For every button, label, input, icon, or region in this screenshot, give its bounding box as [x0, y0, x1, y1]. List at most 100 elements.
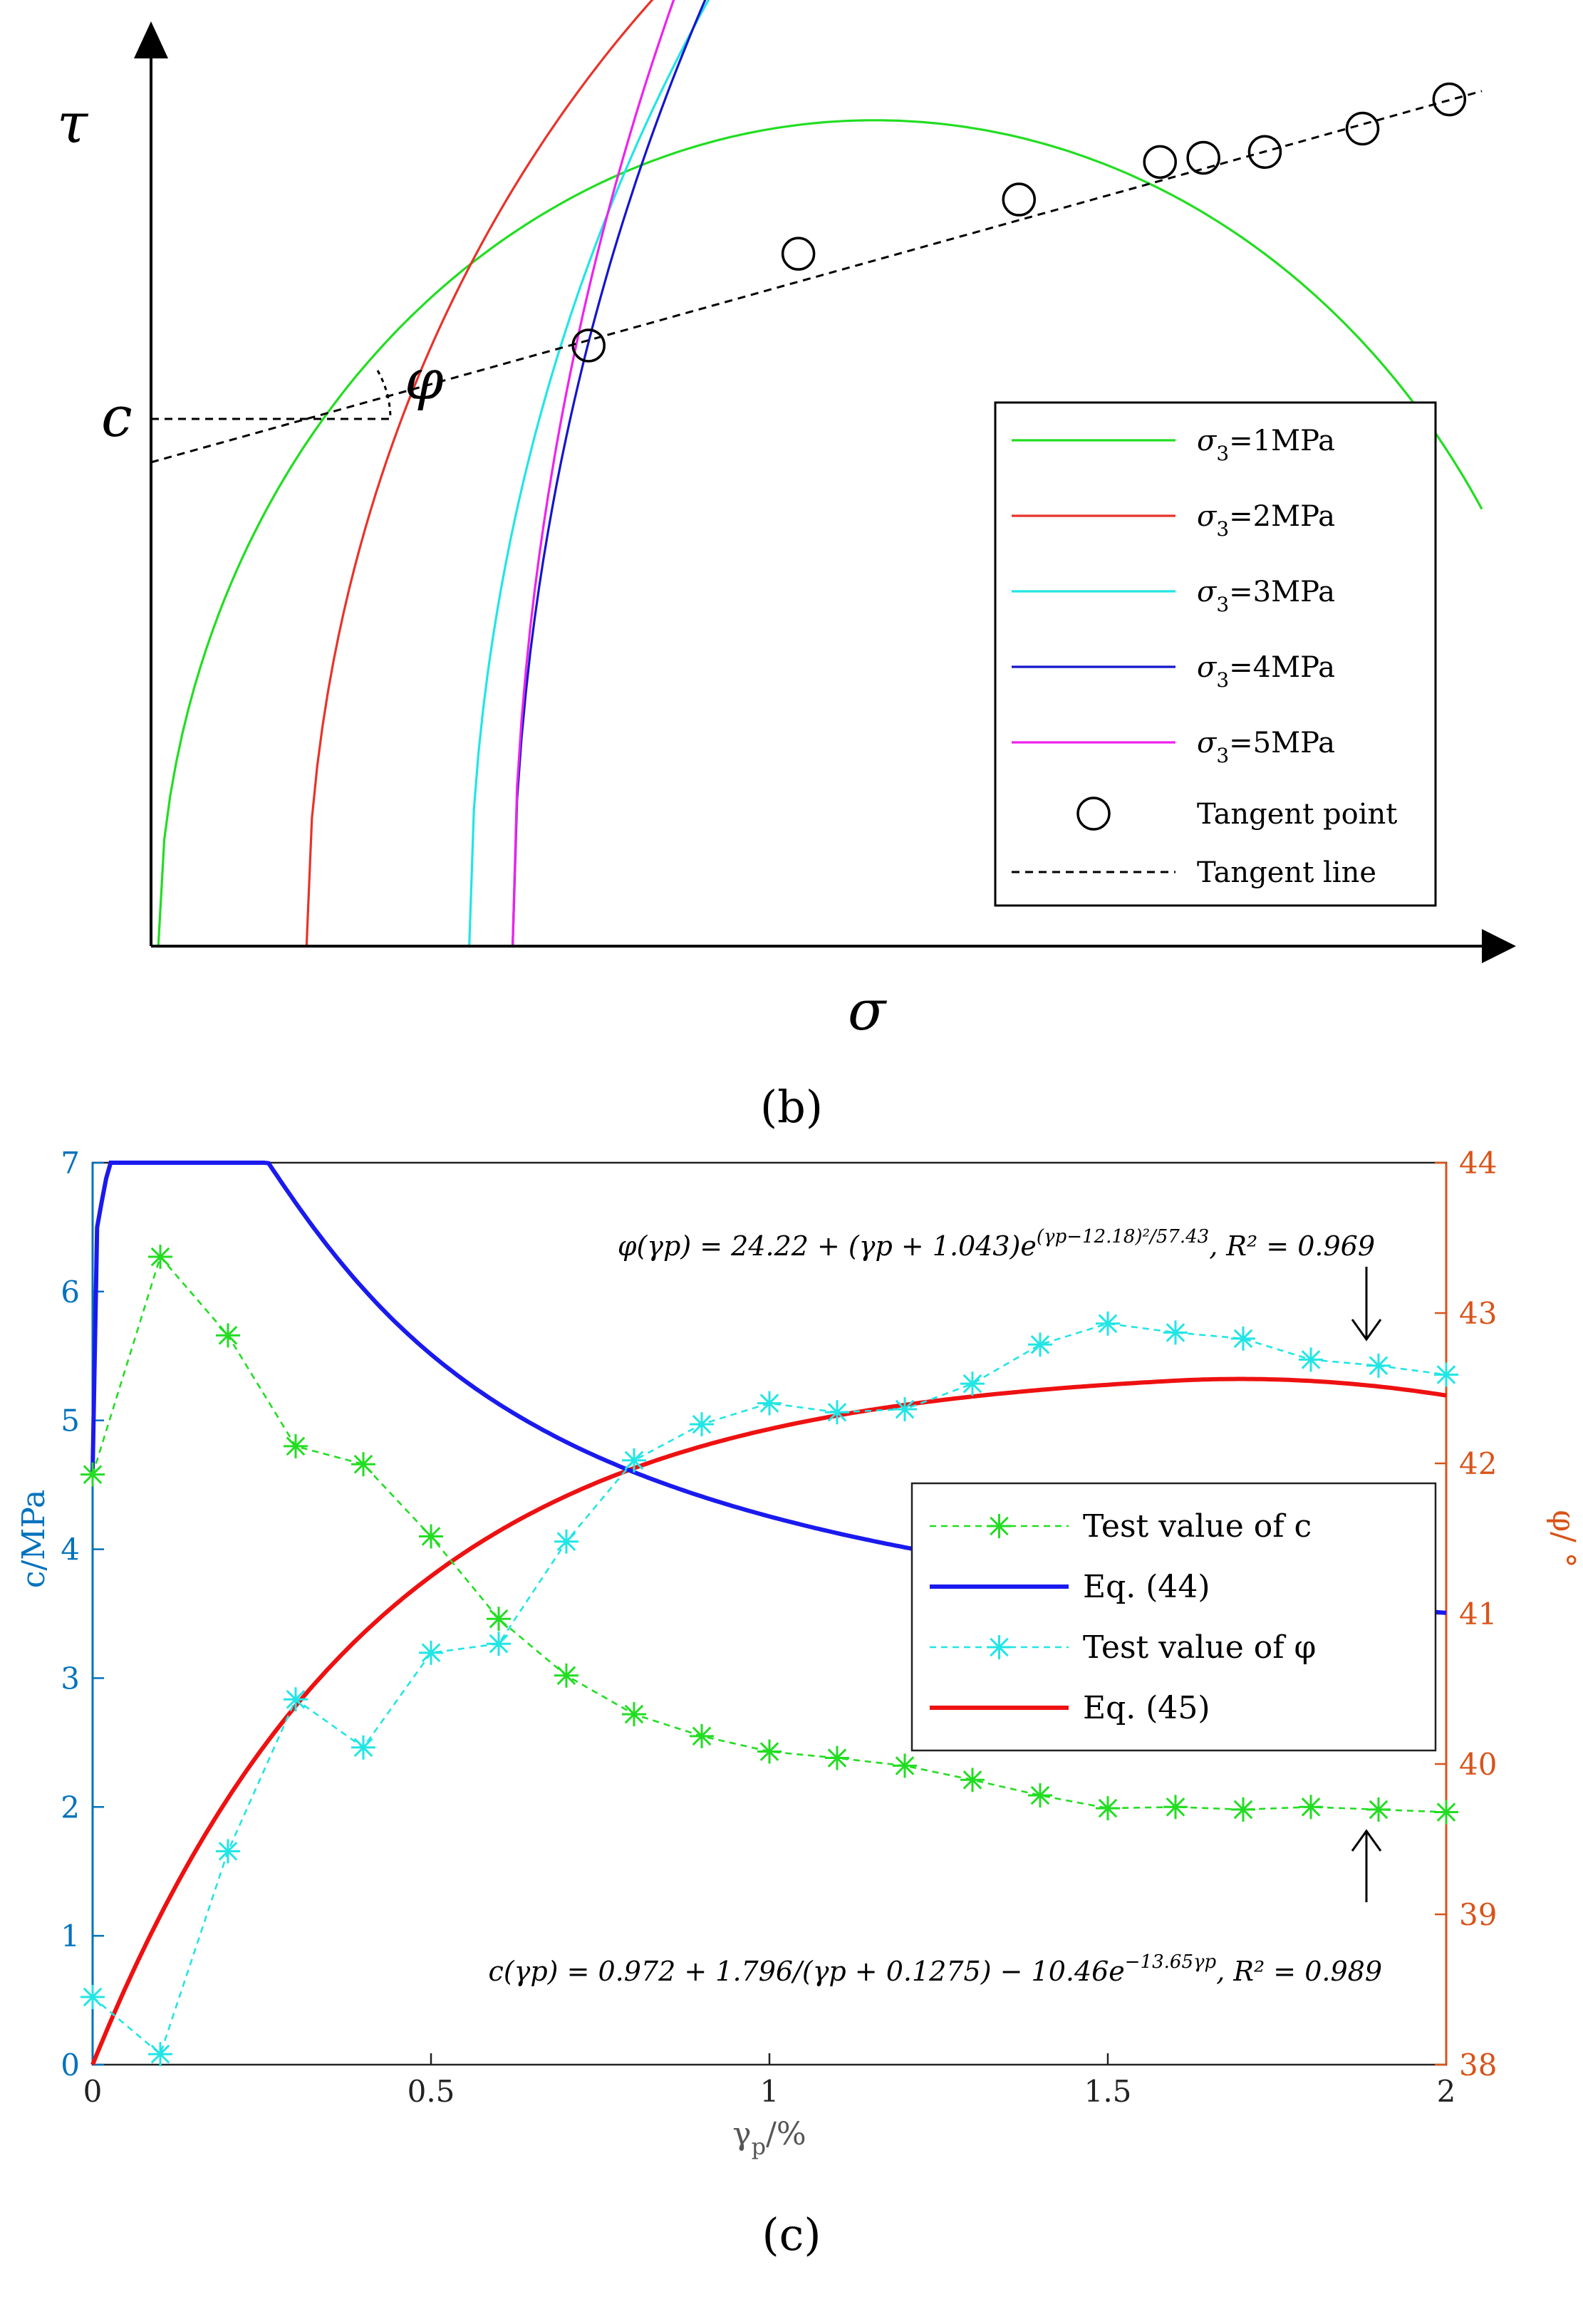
legend-label-1: σ3=1MPa	[1197, 425, 1335, 465]
legend-label-2: Eq. (44)	[1083, 1569, 1210, 1605]
test-point-c	[216, 1323, 240, 1348]
formula-c-exp: −13.65γp	[1125, 1951, 1217, 1973]
y-left-tick-label: 0	[61, 2048, 80, 2082]
test-point-phi	[690, 1412, 714, 1437]
legend-marker-1	[987, 1514, 1012, 1538]
test-point-c	[1163, 1795, 1188, 1820]
angle-label: φ	[405, 348, 444, 413]
legend-marker-tangent-point	[1076, 797, 1111, 831]
tangent-point-4	[1143, 145, 1177, 180]
mohr-circles	[157, 0, 1483, 947]
arrow-up-icon	[1351, 1829, 1382, 1852]
test-point-c	[1366, 1797, 1391, 1822]
tangent-point-1	[571, 328, 606, 363]
fit-curve-phi	[90, 1376, 1447, 2066]
test-point-phi	[1299, 1347, 1323, 1372]
x-tick-label: 1.5	[1084, 2074, 1132, 2109]
test-point-c	[893, 1753, 917, 1778]
test-point-phi	[351, 1735, 375, 1760]
x-axis-label: γp/%	[732, 2116, 806, 2160]
test-point-phi	[554, 1529, 578, 1554]
formula-annotations: φ(γp) = 24.22 + (γp + 1.043)e(γp−12.18)²…	[489, 1226, 1382, 1987]
test-point-phi	[419, 1640, 443, 1665]
test-point-phi	[216, 1839, 240, 1864]
formula-phi: φ(γp) = 24.22 + (γp + 1.043)e(γp−12.18)²…	[618, 1226, 1375, 1262]
mohr-circle-3	[468, 0, 710, 947]
formula-phi-exp: (γp−12.18)²/57.43	[1037, 1226, 1209, 1247]
test-point-c	[487, 1607, 511, 1632]
legend-label-tangent-point: Tangent point	[1197, 798, 1397, 831]
tangent-line	[150, 90, 1483, 464]
legend-label-5: σ3=5MPa	[1197, 727, 1335, 767]
test-point-c	[351, 1452, 375, 1477]
legend-label-4: Eq. (45)	[1083, 1690, 1210, 1726]
test-point-phi	[487, 1632, 511, 1656]
legend-label-3: Test value of φ	[1083, 1629, 1316, 1666]
strength-parameter-chart: 0 0.5 1 1.5 2 0 1 2 3 4 5 6 7 38 39 40 41 42 43 44 φ(γp) = …	[16, 1146, 1582, 2261]
test-point-c	[148, 1245, 172, 1270]
legend-box	[994, 401, 1437, 907]
tangent-point-7	[1345, 111, 1380, 146]
test-point-c	[960, 1768, 985, 1793]
test-point-phi	[825, 1400, 849, 1425]
right-axis-label: φ/ °	[1545, 1510, 1582, 1568]
legend-label-1: Test value of c	[1083, 1508, 1312, 1545]
test-point-c	[757, 1739, 782, 1764]
test-point-phi	[893, 1397, 917, 1422]
y-left-tick-label: 1	[61, 1919, 80, 1954]
intercept-label: c	[101, 385, 133, 450]
test-point-c	[1299, 1795, 1323, 1820]
test-point-c	[419, 1524, 443, 1549]
y-right-tick-label: 40	[1459, 1747, 1497, 1782]
angle-arc	[376, 370, 392, 420]
test-line-c	[91, 1255, 1447, 1813]
sigma-axis-label: σ	[848, 979, 887, 1043]
test-point-c	[690, 1723, 714, 1748]
y-right-tick-label: 38	[1459, 2048, 1497, 2082]
tangent-point-6	[1247, 135, 1282, 170]
formula-c-lhs: c(γp) = 0.972 + 1.796/(γp + 0.1275) − 10…	[489, 1956, 1125, 1987]
left-axis-label: c/MPa	[16, 1490, 52, 1588]
tangent-point-3	[1002, 182, 1037, 217]
tangent-points	[571, 82, 1467, 363]
y-left-tick-label: 5	[61, 1404, 80, 1438]
test-point-c	[1434, 1800, 1458, 1825]
mohr-circle-1	[157, 119, 1483, 947]
test-point-phi	[622, 1448, 646, 1473]
legend-label-2: σ3=2MPa	[1197, 500, 1335, 541]
sigma-axis-arrow	[1482, 929, 1516, 963]
x-tick-label: 2	[1437, 2074, 1456, 2109]
x-axis-label-main: γ	[732, 2116, 751, 2152]
test-point-c	[1096, 1796, 1120, 1821]
x-tick-label: 1	[760, 2074, 779, 2109]
test-point-c	[825, 1745, 849, 1770]
y-left-tick-label: 6	[61, 1275, 80, 1309]
mohr-circle-4	[512, 0, 707, 947]
test-point-phi	[1366, 1353, 1391, 1378]
legend-label-3: σ3=3MPa	[1197, 576, 1335, 616]
legend-label-tangent-line: Tangent line	[1197, 856, 1376, 889]
test-point-phi	[1231, 1326, 1255, 1351]
test-point-c	[622, 1702, 646, 1727]
x-axis-label-unit: /%	[766, 2116, 806, 2152]
test-point-phi	[1163, 1320, 1188, 1345]
test-point-c	[1028, 1783, 1052, 1808]
test-point-phi	[1028, 1332, 1052, 1357]
y-right-tick-label: 44	[1459, 1146, 1497, 1181]
test-point-phi	[1434, 1362, 1458, 1387]
legend-b: σ3=1MPa σ3=2MPa σ3=3MPa σ3=4MPa σ3=5MPa Tange…	[994, 401, 1437, 907]
legend-c: Test value of c Eq. (44) Test value of φ Eq…	[910, 1482, 1437, 1752]
y-left-tick-label: 3	[61, 1661, 80, 1696]
axis-ticks: 0 0.5 1 1.5 2 0 1 2 3 4 5 6 7 38 39 40 41 42 43 44	[61, 1146, 1497, 2109]
test-point-phi	[960, 1371, 985, 1396]
tau-axis-arrow	[134, 21, 168, 58]
formula-phi-lhs: φ(γp) = 24.22 + (γp + 1.043)e	[618, 1230, 1037, 1262]
tangent-point-8	[1432, 82, 1467, 117]
arrow-down-icon	[1351, 1319, 1382, 1342]
x-tick-label: 0	[83, 2074, 103, 2109]
test-point-phi	[757, 1391, 782, 1416]
test-point-phi	[148, 2042, 172, 2067]
x-axis-label-sub: p	[752, 2133, 766, 2160]
test-point-c	[81, 1462, 105, 1487]
